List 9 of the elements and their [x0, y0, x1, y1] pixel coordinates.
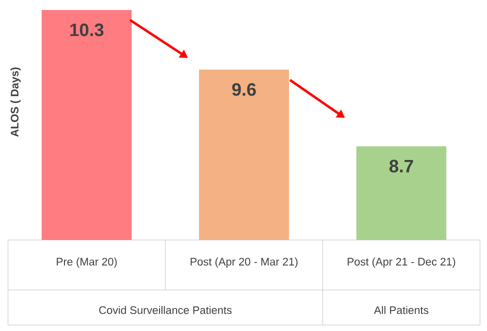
x-tick-label: Pre (Mar 20) [56, 258, 117, 268]
y-axis-title: ALOS ( Days) [10, 68, 21, 137]
x-tick-label: Post (Apr 21 - Dec 21) [348, 258, 456, 268]
data-label: 8.7 [389, 160, 414, 173]
text: All Patients [374, 306, 428, 314]
text: Covid Surveillance Patients [99, 306, 232, 314]
data-label: 9.6 [232, 83, 256, 96]
x-tick-label: Post (Apr 20 - Mar 21) [190, 258, 298, 268]
data-label: 10.3 [70, 24, 104, 36]
